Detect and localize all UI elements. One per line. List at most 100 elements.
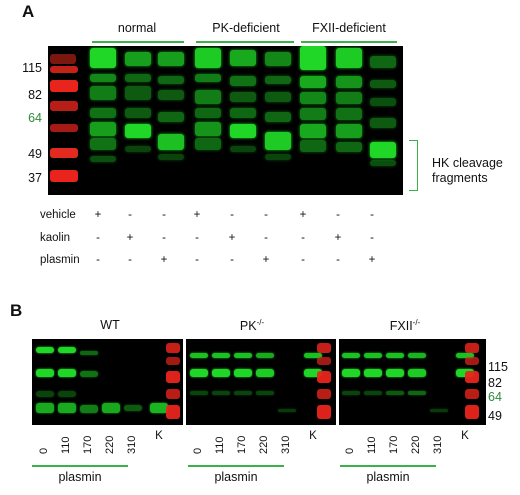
protein-band [256,369,274,377]
protein-band [90,74,116,82]
treatment-sign: - [336,209,340,221]
protein-band [300,124,326,138]
treatment-label-plasmin: plasmin [40,254,80,266]
treatment-sign: - [301,232,305,244]
protein-band [230,146,256,152]
protein-band [430,409,448,412]
group-line-fxii-deficient [301,41,397,43]
protein-band [230,108,256,118]
lane-label: 170 [82,435,94,454]
protein-band [102,403,120,413]
mw-marker-49: 49 [28,147,42,161]
treatment-sign: - [162,209,166,221]
protein-band [190,391,208,395]
treatment-sign: - [264,232,268,244]
treatment-label-vehicle: vehicle [40,209,76,221]
protein-band [158,90,184,100]
lane-label: 170 [236,435,248,454]
ladder-band [317,343,331,353]
protein-band [370,98,396,106]
treatment-sign: + [299,209,307,221]
treatment-sign: + [193,209,201,221]
protein-band [408,353,426,358]
protein-band [212,353,230,358]
ladder-band [317,357,331,365]
protein-band [300,76,326,88]
protein-band [386,353,404,358]
protein-band [336,92,362,104]
lane-label: 110 [60,436,72,454]
protein-band [342,353,360,358]
protein-band [234,369,252,377]
protein-band [456,353,474,358]
treatment-sign: + [94,209,102,221]
protein-band [90,86,116,100]
protein-band [336,76,362,88]
annotation-hk-cleavage: HK cleavage [432,156,503,170]
protein-band [408,369,426,377]
protein-band [90,122,116,136]
protein-band [125,86,151,100]
protein-band [80,371,98,377]
protein-band [58,403,76,413]
protein-band [58,347,76,353]
treatment-sign: - [162,232,166,244]
protein-band [386,391,404,395]
protein-band [58,391,76,397]
lane-label: 110 [366,436,378,454]
protein-band [80,405,98,413]
protein-band [300,108,326,120]
protein-band [125,146,151,152]
protein-band [158,76,184,84]
treatment-sign: - [96,254,100,266]
plasmin-line-wt [32,465,128,467]
protein-band [190,353,208,358]
protein-band [158,134,184,150]
protein-band [364,391,382,395]
cleavage-fragments-bracket [409,140,418,191]
panel-b-letter: B [10,301,23,320]
treatment-sign: - [230,254,234,266]
ladder-band [166,371,180,383]
lane-label-k: K [309,430,317,442]
protein-band [304,369,322,377]
ladder-band [465,389,479,399]
protein-band [300,46,326,70]
protein-band [90,156,116,162]
protein-band [158,154,184,160]
protein-band [364,369,382,377]
treatment-sign: - [195,254,199,266]
protein-band [256,353,274,358]
ladder-band [166,405,180,419]
protein-band [370,142,396,158]
plasmin-label-wt: plasmin [58,470,102,484]
protein-band [124,405,142,411]
protein-band [36,403,54,413]
mw-marker-82: 82 [28,88,42,102]
protein-band [265,52,291,66]
lane-label: 310 [280,435,292,454]
protein-band [195,108,221,118]
plasmin-label-pk: plasmin [214,470,258,484]
ladder-band [50,148,78,158]
blot-panel-b [32,339,486,425]
ladder-band [465,371,479,383]
protein-band [234,353,252,358]
lane-label: 220 [104,435,116,454]
group-label-pk-deficient: PK-deficient [212,21,280,35]
group-line-normal [92,41,184,43]
mw-marker-b-82: 82 [488,376,502,390]
annotation-fragments: fragments [432,171,488,185]
lane-label: 220 [258,435,270,454]
protein-band [265,92,291,102]
ladder-band [465,343,479,353]
protein-band [150,403,168,413]
treatment-sign: + [262,254,270,266]
protein-band [125,52,151,66]
ladder-band [50,54,76,64]
lane-label-k: K [155,430,163,442]
protein-band [342,391,360,395]
treatment-sign: - [264,209,268,221]
protein-band [265,76,291,84]
lane-label: 0 [344,447,356,454]
